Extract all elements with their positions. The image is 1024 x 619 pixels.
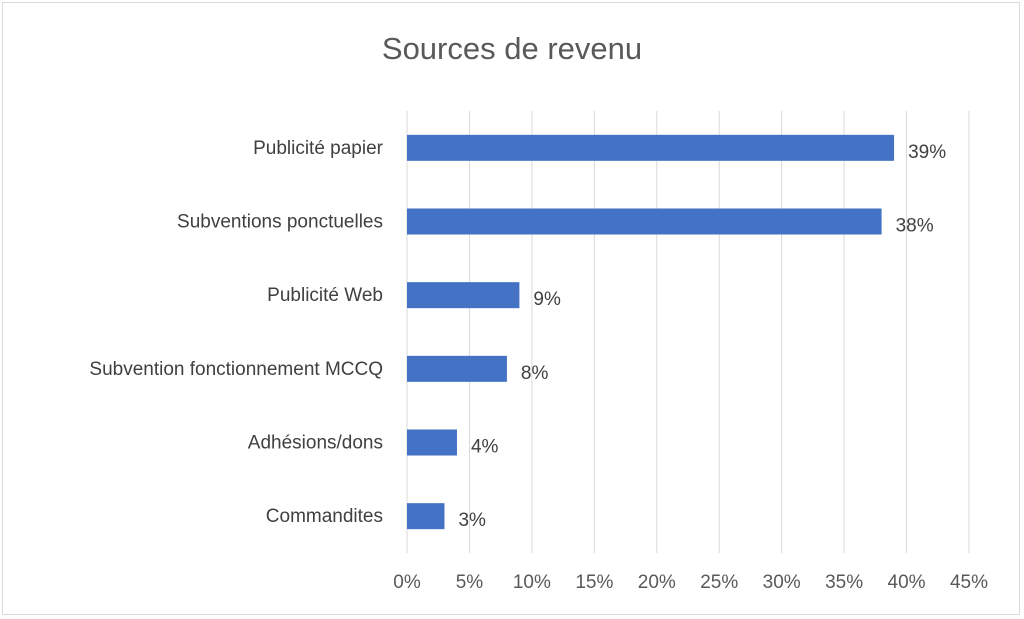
bar — [407, 429, 457, 456]
x-tick-label: 40% — [888, 572, 926, 593]
chart-title: Sources de revenu — [381, 31, 643, 66]
data-label: 8% — [521, 363, 549, 384]
x-tick-label: 15% — [575, 572, 613, 593]
x-tick-label: 20% — [638, 572, 676, 593]
category-label: Adhésions/dons — [248, 433, 383, 454]
category-label: Publicité papier — [253, 138, 384, 159]
category-label: Commandites — [266, 506, 383, 527]
x-tick-label: 30% — [763, 572, 801, 593]
bar — [407, 282, 520, 309]
bar — [407, 208, 882, 235]
data-label: 9% — [533, 289, 561, 310]
bar — [407, 355, 507, 382]
bar — [407, 134, 895, 161]
data-label: 3% — [458, 510, 486, 531]
x-tick-label: 10% — [513, 572, 551, 593]
x-tick-label: 0% — [393, 572, 421, 593]
category-label: Subventions ponctuelles — [177, 212, 383, 233]
data-label: 4% — [471, 437, 499, 458]
x-tick-label: 45% — [950, 572, 988, 593]
data-label: 39% — [908, 142, 946, 163]
x-tick-label: 25% — [700, 572, 738, 593]
x-tick-label: 5% — [456, 572, 484, 593]
bar-chart-plot: 0% 5% 10% 15% 20% 25% 30% 35% 40% 45% Publicité pa… — [89, 111, 988, 593]
category-label: Subvention fonctionnement MCCQ — [89, 359, 383, 380]
x-tick-label: 35% — [825, 572, 863, 593]
category-label: Publicité Web — [267, 285, 383, 306]
bar — [407, 503, 445, 530]
data-label: 38% — [896, 216, 934, 237]
